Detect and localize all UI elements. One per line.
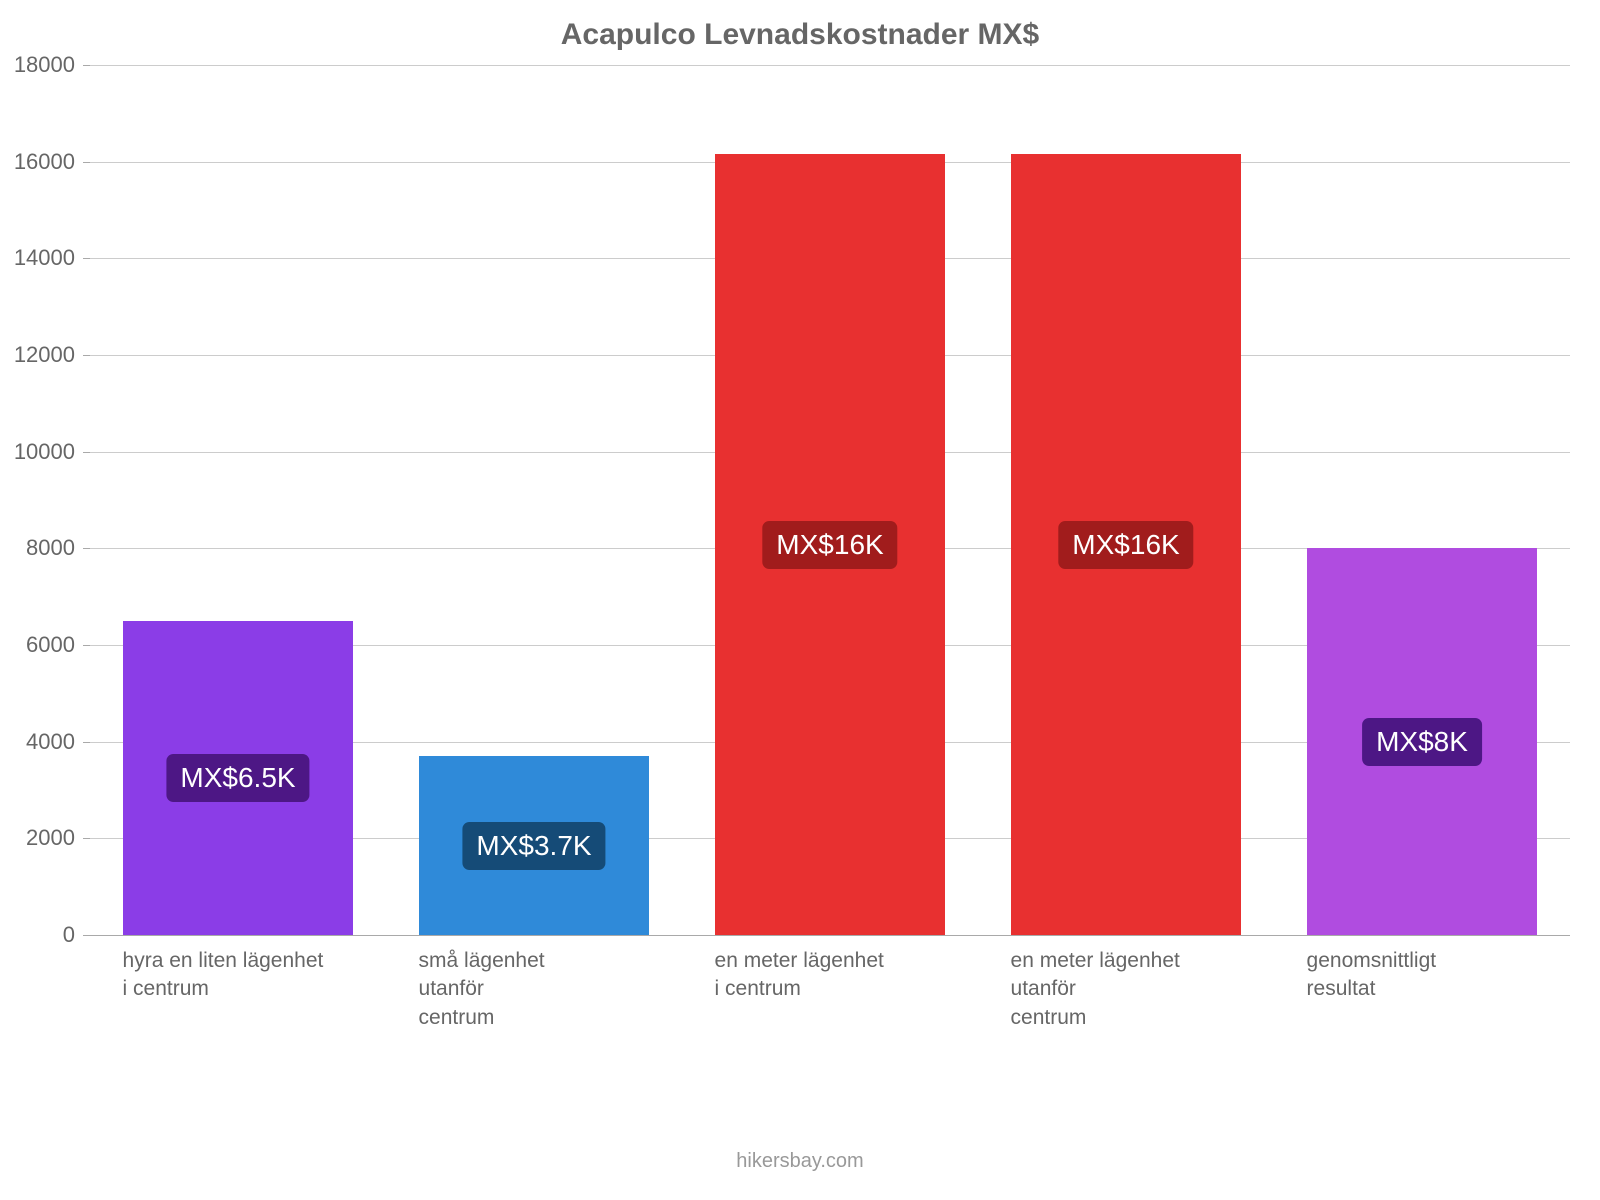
- y-tick-mark: [83, 452, 90, 453]
- x-tick-label: genomsnittligtresultat: [1307, 947, 1538, 1004]
- chart-title: Acapulco Levnadskostnader MX$: [0, 18, 1600, 52]
- y-tick-mark: [83, 548, 90, 549]
- baseline: [90, 935, 1570, 936]
- y-tick-mark: [83, 258, 90, 259]
- gridline: [90, 65, 1570, 66]
- y-tick-label: 18000: [14, 52, 75, 78]
- y-tick-mark: [83, 355, 90, 356]
- y-tick-label: 8000: [26, 535, 75, 561]
- y-tick-mark: [83, 645, 90, 646]
- x-tick-label: små lägenhetutanförcentrum: [419, 947, 650, 1032]
- x-tick-label: en meter lägenhetutanförcentrum: [1011, 947, 1242, 1032]
- plot-area: 0200040006000800010000120001400016000180…: [90, 65, 1570, 935]
- y-tick-label: 4000: [26, 729, 75, 755]
- y-tick-mark: [83, 162, 90, 163]
- y-tick-label: 14000: [14, 245, 75, 271]
- y-tick-label: 12000: [14, 342, 75, 368]
- bar-value-label: MX$6.5K: [166, 754, 309, 802]
- chart-footer: hikersbay.com: [0, 1150, 1600, 1173]
- x-tick-label: en meter lägenheti centrum: [715, 947, 946, 1004]
- bar-value-label: MX$8K: [1362, 718, 1482, 766]
- bar-value-label: MX$16K: [1058, 521, 1193, 569]
- y-tick-mark: [83, 838, 90, 839]
- cost-of-living-chart: Acapulco Levnadskostnader MX$ 0200040006…: [0, 0, 1600, 1200]
- y-tick-mark: [83, 935, 90, 936]
- bar-value-label: MX$16K: [762, 521, 897, 569]
- y-tick-mark: [83, 65, 90, 66]
- y-tick-label: 6000: [26, 632, 75, 658]
- y-tick-label: 0: [63, 922, 75, 948]
- y-tick-label: 16000: [14, 149, 75, 175]
- y-tick-label: 2000: [26, 825, 75, 851]
- bar-value-label: MX$3.7K: [462, 822, 605, 870]
- y-tick-mark: [83, 742, 90, 743]
- y-tick-label: 10000: [14, 439, 75, 465]
- x-tick-label: hyra en liten lägenheti centrum: [123, 947, 354, 1004]
